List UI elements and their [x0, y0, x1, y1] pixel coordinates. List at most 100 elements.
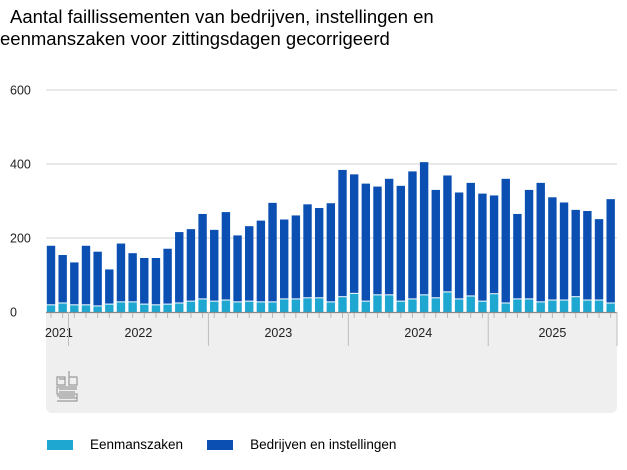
- bar-eenmanszaken-2023-04[interactable]: [245, 301, 254, 312]
- bar-eenmanszaken-2024-12[interactable]: [478, 301, 487, 312]
- bar-eenmanszaken-2024-07[interactable]: [419, 295, 429, 312]
- bar-bedrijven-2024-06[interactable]: [408, 171, 417, 299]
- bar-bedrijven-2023-01[interactable]: [210, 229, 219, 301]
- bar-eenmanszaken-2025-03[interactable]: [513, 299, 522, 312]
- bar-bedrijven-2025-08[interactable]: [571, 209, 580, 297]
- bar-eenmanszaken-2023-01[interactable]: [210, 301, 219, 312]
- bar-eenmanszaken-2024-09[interactable]: [443, 292, 452, 312]
- bar-bedrijven-2025-01[interactable]: [489, 195, 499, 294]
- bar-eenmanszaken-2022-03[interactable]: [93, 306, 102, 312]
- bar-bedrijven-2023-12[interactable]: [338, 169, 347, 297]
- bar-eenmanszaken-2025-07[interactable]: [559, 300, 569, 312]
- bar-eenmanszaken-2025-06[interactable]: [548, 300, 557, 312]
- bar-bedrijven-2022-03[interactable]: [93, 251, 102, 306]
- bar-bedrijven-2024-07[interactable]: [419, 162, 429, 295]
- bar-eenmanszaken-2024-05[interactable]: [396, 301, 405, 312]
- bar-bedrijven-2024-09[interactable]: [443, 175, 452, 292]
- bar-bedrijven-2025-04[interactable]: [524, 189, 534, 299]
- bar-bedrijven-2025-10[interactable]: [594, 219, 604, 300]
- bar-bedrijven-2023-03[interactable]: [233, 235, 242, 302]
- bar-bedrijven-2022-11[interactable]: [186, 229, 196, 301]
- bar-eenmanszaken-2023-09[interactable]: [303, 298, 312, 312]
- bar-eenmanszaken-2025-01[interactable]: [489, 294, 499, 312]
- bar-bedrijven-2022-09[interactable]: [163, 248, 172, 304]
- bar-bedrijven-2023-02[interactable]: [221, 212, 231, 300]
- bar-bedrijven-2022-06[interactable]: [128, 253, 137, 302]
- bar-eenmanszaken-2023-07[interactable]: [280, 299, 289, 312]
- bar-eenmanszaken-2022-06[interactable]: [128, 302, 137, 312]
- bar-bedrijven-2023-08[interactable]: [291, 215, 301, 299]
- bar-eenmanszaken-2024-03[interactable]: [373, 295, 382, 312]
- bar-eenmanszaken-2024-10[interactable]: [454, 299, 464, 312]
- bar-eenmanszaken-2024-01[interactable]: [349, 293, 359, 312]
- bar-eenmanszaken-2022-05[interactable]: [116, 302, 126, 312]
- bar-bedrijven-2024-03[interactable]: [373, 186, 382, 295]
- bar-eenmanszaken-2022-07[interactable]: [140, 304, 149, 312]
- bar-eenmanszaken-2025-10[interactable]: [594, 300, 604, 312]
- bar-bedrijven-2024-04[interactable]: [384, 178, 394, 295]
- bar-bedrijven-2023-10[interactable]: [314, 208, 324, 298]
- bar-bedrijven-2024-12[interactable]: [478, 193, 487, 301]
- bar-eenmanszaken-2024-04[interactable]: [384, 295, 394, 312]
- bar-eenmanszaken-2023-03[interactable]: [233, 302, 242, 312]
- bar-bedrijven-2022-10[interactable]: [175, 232, 184, 303]
- bar-bedrijven-2025-09[interactable]: [583, 210, 592, 300]
- bar-eenmanszaken-2023-10[interactable]: [314, 298, 324, 312]
- bar-bedrijven-2022-04[interactable]: [105, 269, 114, 304]
- bar-eenmanszaken-2022-04[interactable]: [105, 304, 114, 312]
- bar-bedrijven-2022-05[interactable]: [116, 243, 126, 302]
- bar-eenmanszaken-2023-11[interactable]: [326, 302, 336, 312]
- bar-bedrijven-2022-01[interactable]: [70, 262, 79, 305]
- bar-eenmanszaken-2024-08[interactable]: [431, 298, 440, 312]
- bar-eenmanszaken-2025-11[interactable]: [606, 303, 615, 312]
- bar-eenmanszaken-2023-05[interactable]: [256, 302, 266, 312]
- bar-eenmanszaken-2021-12[interactable]: [58, 303, 67, 312]
- bar-bedrijven-2023-07[interactable]: [280, 219, 289, 299]
- bar-eenmanszaken-2025-04[interactable]: [524, 299, 534, 312]
- bar-eenmanszaken-2025-09[interactable]: [583, 300, 592, 312]
- bar-bedrijven-2025-03[interactable]: [513, 213, 522, 299]
- bar-bedrijven-2022-12[interactable]: [198, 213, 207, 299]
- bar-bedrijven-2023-04[interactable]: [245, 226, 254, 301]
- bar-eenmanszaken-2022-12[interactable]: [198, 299, 207, 312]
- bar-bedrijven-2025-02[interactable]: [501, 178, 510, 303]
- bar-bedrijven-2023-11[interactable]: [326, 203, 336, 302]
- bar-bedrijven-2024-11[interactable]: [466, 182, 475, 296]
- bar-eenmanszaken-2025-05[interactable]: [536, 302, 545, 312]
- bar-eenmanszaken-2023-12[interactable]: [338, 297, 347, 312]
- bar-bedrijven-2024-01[interactable]: [349, 174, 359, 293]
- bar-eenmanszaken-2025-02[interactable]: [501, 303, 510, 312]
- legend-item-eenmanszaken[interactable]: Eenmanszaken: [47, 437, 183, 452]
- bar-bedrijven-2024-10[interactable]: [454, 192, 464, 299]
- bar-eenmanszaken-2022-11[interactable]: [186, 301, 196, 312]
- bar-eenmanszaken-2024-11[interactable]: [466, 296, 475, 312]
- legend-item-bedrijven[interactable]: Bedrijven en instellingen: [207, 437, 396, 452]
- bar-eenmanszaken-2023-08[interactable]: [291, 299, 301, 312]
- bar-bedrijven-2022-02[interactable]: [81, 245, 91, 305]
- bar-eenmanszaken-2022-01[interactable]: [70, 305, 79, 312]
- bar-eenmanszaken-2023-02[interactable]: [221, 300, 231, 312]
- bar-bedrijven-2021-12[interactable]: [58, 255, 67, 303]
- bar-eenmanszaken-2021-11[interactable]: [46, 305, 56, 312]
- bar-bedrijven-2025-11[interactable]: [606, 199, 615, 303]
- bar-bedrijven-2024-02[interactable]: [361, 183, 371, 301]
- bar-bedrijven-2022-08[interactable]: [151, 257, 161, 305]
- bar-eenmanszaken-2023-06[interactable]: [268, 302, 277, 312]
- bar-bedrijven-2021-11[interactable]: [46, 245, 56, 305]
- bar-bedrijven-2025-06[interactable]: [548, 197, 557, 300]
- bar-eenmanszaken-2022-02[interactable]: [81, 305, 91, 312]
- bar-bedrijven-2023-06[interactable]: [268, 202, 277, 302]
- bar-bedrijven-2025-05[interactable]: [536, 182, 545, 302]
- bar-bedrijven-2025-07[interactable]: [559, 202, 569, 300]
- bar-bedrijven-2022-07[interactable]: [140, 257, 149, 304]
- bar-eenmanszaken-2024-06[interactable]: [408, 299, 417, 312]
- bar-eenmanszaken-2022-09[interactable]: [163, 304, 172, 312]
- bar-bedrijven-2023-05[interactable]: [256, 220, 266, 302]
- bar-bedrijven-2024-05[interactable]: [396, 185, 405, 301]
- bar-eenmanszaken-2022-08[interactable]: [151, 305, 161, 312]
- bar-eenmanszaken-2024-02[interactable]: [361, 301, 371, 312]
- bar-bedrijven-2023-09[interactable]: [303, 204, 312, 298]
- bar-eenmanszaken-2022-10[interactable]: [175, 303, 184, 312]
- bar-eenmanszaken-2025-08[interactable]: [571, 297, 580, 312]
- bar-bedrijven-2024-08[interactable]: [431, 189, 440, 298]
